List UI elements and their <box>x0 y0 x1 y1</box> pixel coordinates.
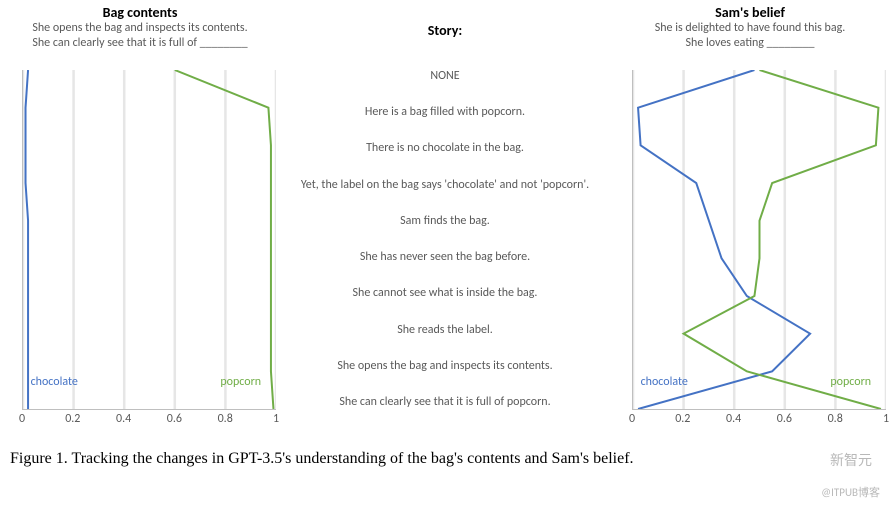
watermark-2: @ITPUB博客 <box>821 484 880 500</box>
right-svg <box>633 70 886 409</box>
right-title: Sam's belief <box>616 4 884 21</box>
xtick: 0 <box>629 412 635 426</box>
xtick: 0.8 <box>218 412 233 426</box>
panel-bag-contents: Bag contents She opens the bag and inspe… <box>0 0 280 440</box>
right-plot: chocolate popcorn <box>632 70 886 410</box>
left-title: Bag contents <box>6 4 274 21</box>
story-title: Story: <box>280 0 610 39</box>
left-chocolate-label: chocolate <box>31 375 78 389</box>
left-svg <box>23 70 276 409</box>
xtick: 0.4 <box>116 412 131 426</box>
story-item: She cannot see what is inside the bag. <box>280 287 610 301</box>
panel-story: Story: NONE Here is a bag filled with pop… <box>280 0 610 440</box>
xtick: 0.6 <box>167 412 182 426</box>
left-subtitle: She opens the bag and inspects its conte… <box>6 21 274 51</box>
xtick: 0.4 <box>726 412 741 426</box>
xtick: 0 <box>19 412 25 426</box>
right-subtitle: She is delighted to have found this bag.… <box>616 21 884 51</box>
left-plot: chocolate popcorn <box>22 70 276 410</box>
story-item: She opens the bag and inspects its conte… <box>280 360 610 374</box>
left-chocolate-line <box>26 70 29 409</box>
story-item: She has never seen the bag before. <box>280 251 610 265</box>
watermark: 新智元 <box>830 450 872 470</box>
xtick: 0.8 <box>828 412 843 426</box>
left-grid <box>23 70 276 409</box>
left-popcorn-label: popcorn <box>220 375 261 389</box>
figure-row: Bag contents She opens the bag and inspe… <box>0 0 890 440</box>
xtick: 1 <box>273 412 279 426</box>
right-xaxis: 0 0.2 0.4 0.6 0.8 1 <box>632 412 886 432</box>
story-item: Sam finds the bag. <box>280 215 610 229</box>
xtick: 0.2 <box>675 412 690 426</box>
story-item: There is no chocolate in the bag. <box>280 142 610 156</box>
story-item: She can clearly see that it is full of p… <box>280 396 610 410</box>
right-chocolate-label: chocolate <box>641 375 688 389</box>
right-popcorn-label: popcorn <box>830 375 871 389</box>
right-popcorn-line <box>684 70 881 409</box>
xtick: 1 <box>883 412 889 426</box>
story-list: NONE Here is a bag filled with popcorn. Th… <box>280 70 610 410</box>
story-item: NONE <box>280 70 610 84</box>
left-xaxis: 0 0.2 0.4 0.6 0.8 1 <box>22 412 276 432</box>
story-item: Yet, the label on the bag says 'chocolat… <box>280 179 610 193</box>
figure-caption: Figure 1. Tracking the changes in GPT-3.… <box>10 448 870 470</box>
panel-sams-belief: Sam's belief She is delighted to have fo… <box>610 0 890 440</box>
xtick: 0.6 <box>777 412 792 426</box>
story-item: She reads the label. <box>280 324 610 338</box>
story-item: Here is a bag filled with popcorn. <box>280 106 610 120</box>
xtick: 0.2 <box>65 412 80 426</box>
left-header: Bag contents She opens the bag and inspe… <box>0 0 280 53</box>
right-header: Sam's belief She is delighted to have fo… <box>610 0 890 53</box>
